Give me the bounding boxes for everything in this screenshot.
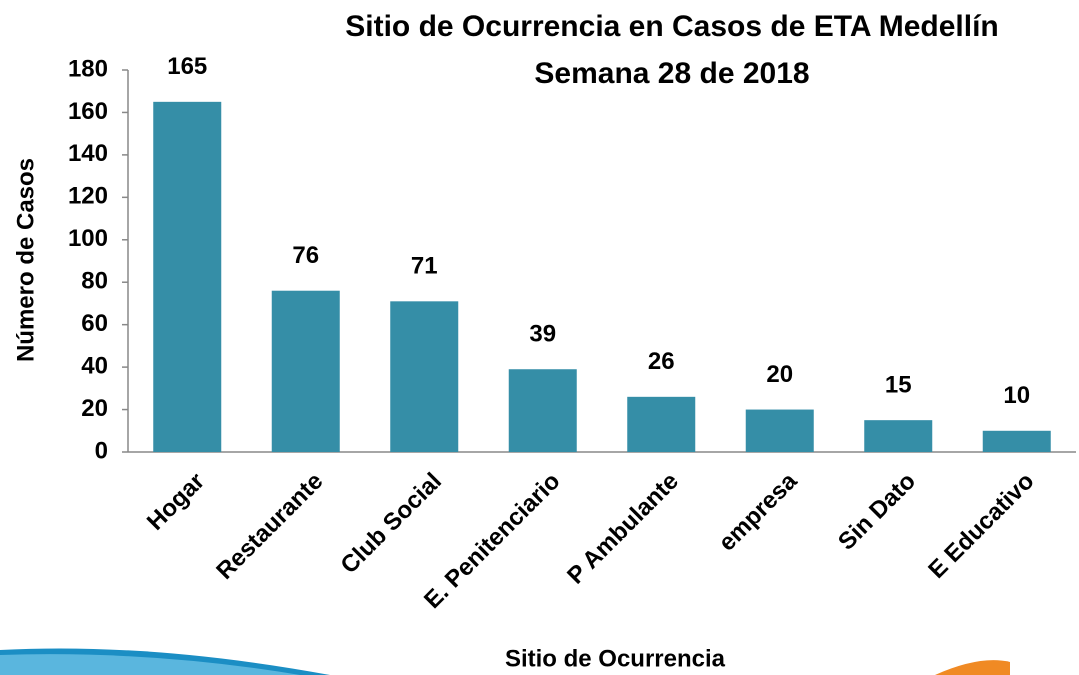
x-tick-label: E Educativo — [923, 468, 1039, 584]
y-tick-label: 0 — [95, 437, 108, 464]
bar — [390, 301, 459, 452]
y-tick-label: 180 — [68, 55, 108, 82]
x-tick-label: Hogar — [142, 468, 210, 536]
data-label: 71 — [411, 253, 438, 280]
y-tick-label: 20 — [81, 395, 108, 422]
data-label: 20 — [766, 361, 793, 388]
x-tick-label: P Ambulante — [562, 468, 684, 590]
x-tick-label: Restaurante — [211, 468, 328, 585]
y-tick-label: 40 — [81, 352, 108, 379]
chart-title: Sitio de Ocurrencia en Casos de ETA Mede… — [345, 10, 999, 43]
y-tick-label: 80 — [81, 268, 108, 295]
decor-orange — [935, 660, 1010, 675]
data-label: 15 — [885, 372, 912, 399]
y-tick-label: 140 — [68, 140, 108, 167]
data-label: 10 — [1003, 382, 1030, 409]
bar — [508, 369, 577, 452]
y-axis-label: Número de Casos — [12, 158, 39, 362]
data-label: 165 — [167, 53, 207, 80]
y-tick-label: 60 — [81, 310, 108, 337]
x-tick-label: Sin Dato — [833, 468, 921, 556]
data-label: 26 — [648, 348, 675, 375]
y-tick-label: 160 — [68, 98, 108, 125]
y-tick-label: 100 — [68, 225, 108, 252]
y-tick-label: 120 — [68, 183, 108, 210]
bar — [271, 290, 340, 452]
chart-subtitle: Semana 28 de 2018 — [534, 57, 809, 90]
data-label: 76 — [292, 242, 319, 269]
bar — [627, 396, 696, 452]
decor-swoosh-light — [0, 654, 300, 675]
x-tick-label: empresa — [714, 467, 803, 556]
data-label: 39 — [529, 321, 556, 348]
bar — [153, 101, 222, 452]
bar — [864, 420, 933, 452]
x-tick-label: Club Social — [335, 468, 447, 580]
bar — [745, 409, 814, 452]
bar — [982, 430, 1051, 452]
x-axis-label: Sitio de Ocurrencia — [505, 645, 726, 672]
